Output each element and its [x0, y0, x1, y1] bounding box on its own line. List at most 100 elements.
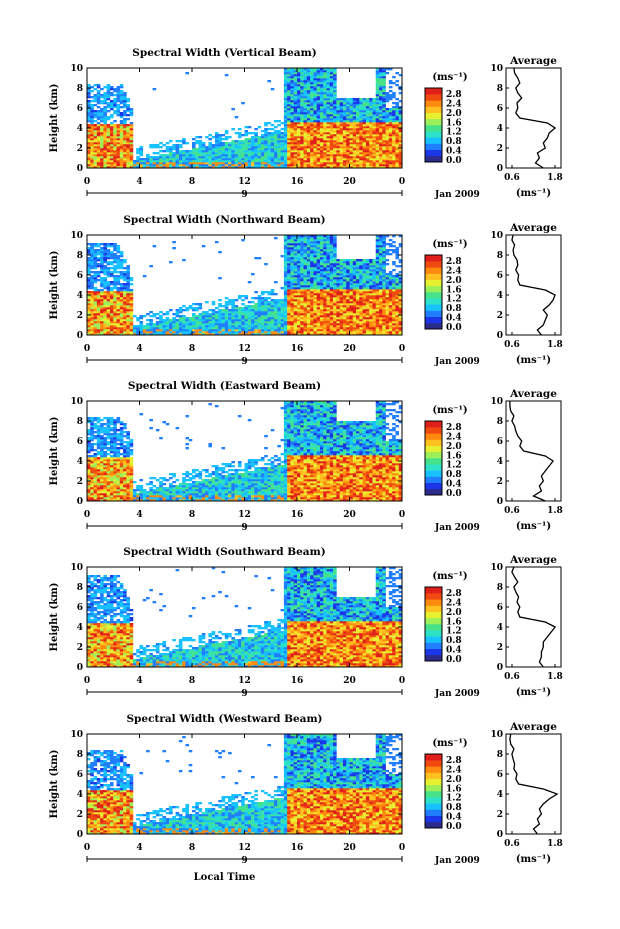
heatmap-cell — [290, 291, 294, 293]
heatmap-cell — [327, 313, 331, 315]
heatmap-cell — [284, 140, 288, 142]
heatmap-cell — [369, 116, 373, 118]
heatmap-cell — [389, 158, 393, 160]
heatmap-cell — [297, 319, 301, 321]
heatmap-cell — [94, 100, 98, 102]
heatmap-cell — [382, 70, 386, 72]
heatmap-cell — [123, 289, 127, 291]
heatmap-cell — [87, 319, 91, 321]
heatmap-cell — [363, 132, 367, 134]
heatmap-cell — [100, 257, 104, 259]
heatmap-cell — [228, 154, 232, 156]
heatmap-cell — [117, 325, 121, 327]
heatmap-cell — [146, 331, 150, 333]
heatmap-cell — [225, 331, 229, 333]
heatmap-cell — [330, 271, 334, 273]
heatmap-cell — [202, 321, 206, 323]
heatmap-cell — [123, 331, 127, 333]
heatmap-cell — [90, 140, 94, 142]
heatmap-cell — [185, 152, 189, 154]
heatmap-cell — [90, 144, 94, 146]
heatmap-cell — [333, 303, 337, 305]
heatmap-cell — [327, 108, 331, 110]
heatmap-cell — [133, 325, 137, 327]
heatmap-cell — [215, 162, 219, 164]
heatmap-cell — [248, 301, 252, 303]
heatmap-cell — [107, 130, 111, 132]
heatmap-cell — [94, 323, 98, 325]
heatmap-cell — [140, 317, 144, 319]
heatmap-cell — [195, 142, 199, 144]
heatmap-cell — [300, 297, 304, 299]
heatmap-cell — [317, 313, 321, 315]
heatmap-cell — [100, 110, 104, 112]
heatmap-cell — [107, 126, 111, 128]
heatmap-cell — [294, 289, 298, 291]
heatmap-cell — [185, 331, 189, 333]
heatmap-cell — [300, 259, 304, 261]
heatmap-cell — [294, 142, 298, 144]
heatmap-cell — [123, 297, 127, 299]
heatmap-cell — [149, 162, 153, 164]
heatmap-cell — [87, 110, 91, 112]
heatmap-cell — [231, 154, 235, 156]
heatmap-cell — [307, 94, 311, 96]
heatmap-cell — [317, 329, 321, 331]
heatmap-cell — [225, 74, 229, 76]
heatmap-cell — [372, 100, 376, 102]
heatmap-cell — [136, 329, 140, 331]
heatmap-cell — [284, 126, 288, 128]
heatmap-cell — [343, 327, 347, 329]
heatmap-cell — [100, 265, 104, 267]
heatmap-cell — [350, 164, 354, 166]
heatmap-cell — [235, 132, 239, 134]
heatmap-cell — [350, 104, 354, 106]
heatmap-cell — [294, 287, 298, 289]
heatmap-cell — [185, 160, 189, 162]
heatmap-cell — [172, 156, 176, 158]
heatmap-cell — [382, 110, 386, 112]
heatmap-cell — [336, 267, 340, 269]
heatmap-cell — [274, 321, 278, 323]
heatmap-cell — [140, 325, 144, 327]
heatmap-cell — [87, 247, 91, 249]
heatmap-cell — [117, 144, 121, 146]
heatmap-cell — [261, 307, 265, 309]
heatmap-cell — [346, 122, 350, 124]
heatmap-cell — [245, 126, 249, 128]
heatmap-cell — [123, 283, 127, 285]
heatmap-cell — [330, 247, 334, 249]
heatmap-cell — [317, 299, 321, 301]
heatmap-cell — [117, 331, 121, 333]
heatmap-cell — [320, 297, 324, 299]
heatmap-cell — [323, 134, 327, 136]
heatmap-cell — [369, 154, 373, 156]
heatmap-cell — [251, 305, 255, 307]
heatmap-cell — [290, 120, 294, 122]
heatmap-cell — [189, 319, 193, 321]
heatmap-cell — [172, 152, 176, 154]
heatmap-cell — [97, 136, 101, 138]
heatmap-cell — [146, 154, 150, 156]
heatmap-cell — [386, 152, 390, 154]
heatmap-cell — [340, 317, 344, 319]
heatmap-cell — [281, 128, 285, 130]
heatmap-cell — [323, 150, 327, 152]
heatmap-cell — [212, 309, 216, 311]
heatmap-cell — [300, 118, 304, 120]
heatmap-cell — [113, 285, 117, 287]
heatmap-cell — [179, 146, 183, 148]
heatmap-cell — [300, 90, 304, 92]
heatmap-cell — [320, 311, 324, 313]
heatmap-cell — [327, 104, 331, 106]
heatmap-cell — [313, 108, 317, 110]
heatmap-cell — [222, 148, 226, 150]
heatmap-cell — [120, 251, 124, 253]
heatmap-cell — [123, 92, 127, 94]
heatmap-cell — [274, 132, 278, 134]
heatmap-cell — [366, 164, 370, 166]
heatmap-cell — [287, 160, 291, 162]
heatmap-cell — [323, 325, 327, 327]
heatmap-cell — [376, 134, 380, 136]
heatmap-cell — [297, 279, 301, 281]
